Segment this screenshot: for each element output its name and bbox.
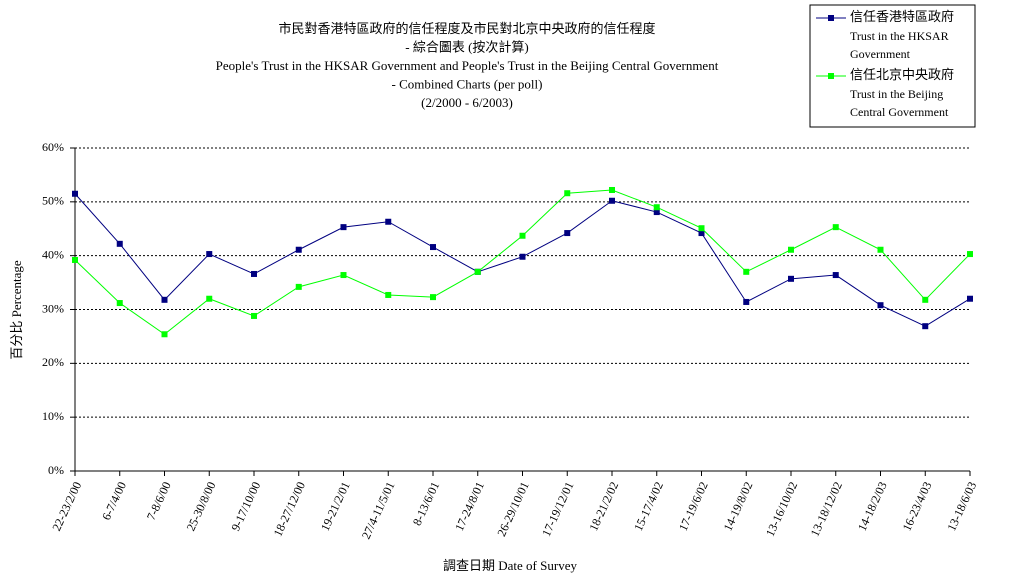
legend-label: 信任北京中央政府: [850, 67, 954, 82]
marker: [295, 283, 302, 290]
x-tick-label: 14-18/2/03: [855, 480, 890, 534]
marker: [832, 272, 839, 279]
legend-marker: [828, 15, 834, 21]
marker: [206, 251, 213, 258]
marker: [474, 268, 481, 275]
marker: [161, 296, 168, 303]
x-tick-label: 26-29/10/01: [494, 480, 531, 539]
marker: [967, 295, 973, 302]
marker: [698, 230, 705, 237]
x-tick-label: 8-13/6/01: [410, 480, 442, 528]
line: [74, 189, 971, 335]
legend-marker: [828, 73, 834, 79]
marker: [519, 232, 526, 239]
marker: [430, 294, 436, 301]
chart-title: 市民對香港特區政府的信任程度及市民對北京中央政府的信任程度: [278, 21, 655, 36]
y-tick-label: 30%: [42, 301, 64, 315]
legend-label: 信任香港特區政府: [850, 9, 954, 24]
y-tick-label: 50%: [42, 194, 64, 208]
chart-title: - Combined Charts (per poll): [392, 76, 543, 91]
legend-label: Trust in the Beijing: [850, 87, 943, 101]
marker: [116, 240, 123, 247]
marker: [385, 218, 392, 225]
marker: [116, 300, 123, 307]
marker: [653, 204, 660, 211]
marker: [564, 190, 571, 197]
marker: [206, 295, 213, 302]
marker: [251, 312, 257, 319]
x-tick-label: 22-23/2/00: [49, 480, 84, 534]
x-tick-label: 16-23/4/03: [900, 480, 935, 534]
marker: [519, 253, 526, 260]
marker: [251, 270, 257, 277]
x-tick-label: 6-7/4/00: [99, 480, 129, 523]
marker: [609, 186, 615, 193]
y-tick-label: 20%: [42, 355, 64, 369]
chart-title: - 綜合圖表 (按次計算): [405, 39, 529, 54]
marker: [967, 251, 973, 258]
legend-label: Trust in the HKSAR: [850, 29, 949, 43]
marker: [788, 246, 794, 253]
x-tick-label: 9-17/10/00: [228, 480, 263, 534]
x-tick-label: 13-18/6/03: [944, 480, 979, 534]
marker: [698, 225, 705, 232]
x-tick-label: 19-21/2/01: [318, 480, 353, 534]
marker: [430, 244, 436, 251]
chart-title: (2/2000 - 6/2003): [421, 95, 513, 110]
marker: [340, 272, 347, 279]
chart-title: People's Trust in the HKSAR Government a…: [216, 58, 719, 73]
x-tick-label: 18-27/12/00: [270, 480, 307, 539]
marker: [922, 296, 929, 303]
x-tick-label: 15-17/4/02: [631, 480, 666, 534]
x-tick-label: 18-21/2/02: [586, 480, 621, 534]
marker: [922, 323, 929, 330]
marker: [788, 275, 794, 282]
marker: [743, 268, 750, 275]
marker: [877, 246, 884, 253]
line: [74, 193, 971, 327]
marker: [72, 190, 78, 197]
y-tick-label: 0%: [48, 463, 64, 477]
marker: [72, 256, 78, 263]
legend-label: Central Government: [850, 105, 949, 119]
marker: [340, 224, 347, 231]
x-tick-label: 17-19/6/02: [676, 480, 711, 534]
y-tick-label: 40%: [42, 247, 64, 261]
x-tick-label: 13-18/12/02: [807, 480, 844, 539]
y-tick-label: 10%: [42, 409, 64, 423]
x-tick-label: 17-24/8/01: [452, 480, 487, 534]
x-tick-label: 27/4-11/5/01: [359, 480, 398, 542]
marker: [161, 331, 168, 338]
x-tick-label: 14-19/8/02: [721, 480, 756, 534]
legend-box: [809, 4, 976, 128]
marker: [653, 209, 660, 216]
y-axis-label: 百分比 Percentage: [9, 260, 24, 360]
marker: [877, 302, 884, 309]
marker: [743, 298, 750, 305]
x-axis-label: 調查日期 Date of Survey: [443, 558, 577, 573]
marker: [295, 246, 302, 253]
marker: [832, 224, 839, 231]
x-tick-label: 17-19/12/01: [539, 480, 576, 539]
x-tick-label: 7-8/6/00: [144, 480, 174, 523]
x-tick-label: 25-30/8/00: [184, 480, 219, 534]
marker: [609, 197, 615, 204]
legend-label: Government: [850, 47, 911, 61]
marker: [385, 291, 392, 298]
y-tick-label: 60%: [42, 140, 64, 154]
x-tick-label: 13-16/10/02: [763, 480, 800, 539]
marker: [564, 230, 571, 237]
